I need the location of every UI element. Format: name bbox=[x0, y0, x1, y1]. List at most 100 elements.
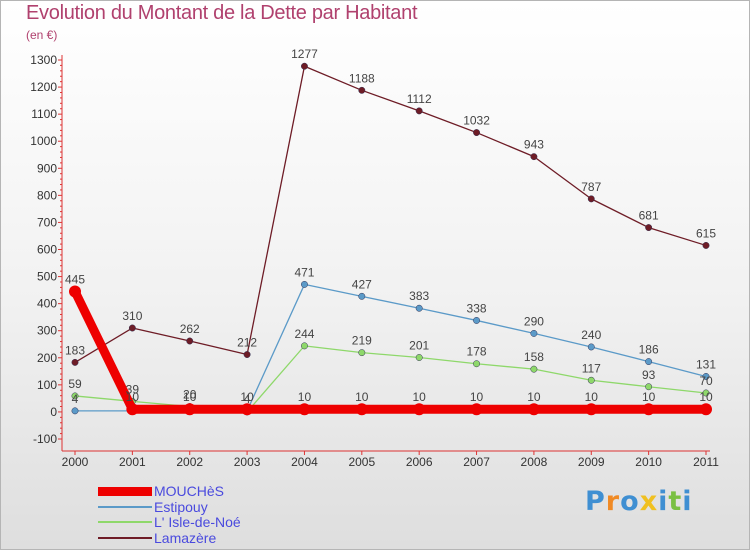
legend-swatch bbox=[98, 536, 152, 539]
logo-letter: t bbox=[668, 486, 683, 517]
data-point-lamaz-re bbox=[243, 351, 251, 358]
y-tick-label: 1200 bbox=[30, 80, 57, 94]
data-label-l-isle-de-no: 20 bbox=[183, 388, 197, 402]
data-point-l-isle-de-no bbox=[530, 365, 538, 373]
data-point-lamaz-re bbox=[128, 324, 136, 332]
x-tick-label: 2006 bbox=[406, 455, 433, 469]
proxiti-logo: Proxiti bbox=[585, 486, 693, 517]
legend-swatch bbox=[98, 486, 152, 496]
data-label-mouch-s: 10 bbox=[585, 390, 599, 404]
series-line-l-isle-de-no bbox=[74, 345, 707, 413]
data-label-mouch-s: 10 bbox=[126, 390, 140, 404]
x-tick-label: 2009 bbox=[578, 455, 605, 469]
data-label-lamaz-re: 310 bbox=[122, 309, 142, 323]
data-label-estipouy: 427 bbox=[352, 277, 372, 291]
data-point-mouch-s bbox=[413, 403, 426, 416]
logo-letter: o bbox=[620, 486, 640, 517]
data-point-estipouy bbox=[71, 407, 79, 415]
x-tick-label: 2004 bbox=[291, 455, 318, 469]
logo-letter: i bbox=[658, 486, 669, 517]
data-label-mouch-s: 10 bbox=[355, 390, 369, 404]
data-label-mouch-s: 10 bbox=[470, 390, 484, 404]
data-point-lamaz-re bbox=[358, 86, 366, 94]
y-tick-label: 100 bbox=[37, 378, 57, 392]
data-label-mouch-s: 10 bbox=[240, 390, 254, 404]
legend-swatch bbox=[98, 521, 152, 523]
data-point-lamaz-re bbox=[473, 129, 480, 137]
legend-label: MOUCHèS bbox=[154, 483, 225, 499]
y-tick-label: 200 bbox=[37, 351, 57, 365]
data-point-mouch-s bbox=[241, 403, 254, 416]
data-point-estipouy bbox=[301, 280, 308, 288]
data-label-lamaz-re: 681 bbox=[639, 209, 659, 223]
data-point-l-isle-de-no bbox=[415, 354, 423, 361]
data-label-lamaz-re: 1032 bbox=[463, 114, 490, 128]
data-point-mouch-s bbox=[183, 403, 196, 416]
y-tick-label: 900 bbox=[37, 161, 57, 175]
data-point-lamaz-re bbox=[645, 224, 653, 232]
legend-swatch bbox=[98, 505, 152, 508]
data-label-mouch-s: 445 bbox=[65, 272, 85, 286]
data-label-lamaz-re: 183 bbox=[65, 343, 85, 357]
x-tick-label: 2000 bbox=[62, 455, 89, 469]
data-point-mouch-s bbox=[527, 403, 540, 416]
data-label-estipouy: 4 bbox=[244, 392, 251, 406]
x-tick-label: 2008 bbox=[521, 455, 548, 469]
data-point-lamaz-re bbox=[415, 107, 423, 115]
data-label-lamaz-re: 212 bbox=[237, 336, 257, 350]
data-point-lamaz-re bbox=[71, 358, 79, 366]
data-point-lamaz-re bbox=[702, 241, 710, 249]
data-point-lamaz-re bbox=[530, 153, 538, 161]
y-tick-label: 1000 bbox=[30, 134, 57, 148]
x-tick-label: 2005 bbox=[348, 455, 375, 469]
series-layer bbox=[69, 62, 712, 416]
data-point-mouch-s bbox=[355, 403, 368, 416]
data-point-mouch-s bbox=[126, 403, 139, 416]
data-label-mouch-s: 10 bbox=[183, 390, 197, 404]
data-label-estipouy: 186 bbox=[639, 343, 659, 357]
logo-letter: P bbox=[585, 486, 606, 517]
data-point-estipouy bbox=[358, 292, 366, 300]
data-point-lamaz-re bbox=[186, 337, 194, 345]
y-tick-label: 800 bbox=[37, 188, 57, 202]
data-label-mouch-s: 10 bbox=[699, 390, 713, 404]
logo-letter: r bbox=[605, 486, 621, 517]
data-point-mouch-s bbox=[470, 403, 483, 416]
data-point-l-isle-de-no bbox=[645, 383, 653, 391]
data-label-mouch-s: 10 bbox=[413, 390, 427, 404]
data-label-l-isle-de-no: 93 bbox=[642, 368, 656, 382]
data-label-estipouy: 290 bbox=[524, 314, 544, 328]
data-label-estipouy: 4 bbox=[72, 392, 79, 406]
data-label-estipouy: 471 bbox=[294, 265, 314, 279]
x-tick-label: 2011 bbox=[693, 455, 719, 469]
data-point-mouch-s bbox=[585, 403, 598, 416]
data-label-l-isle-de-no: 59 bbox=[68, 377, 82, 391]
y-tick-label: 400 bbox=[37, 297, 57, 311]
data-label-estipouy: 383 bbox=[409, 289, 429, 303]
data-label-lamaz-re: 943 bbox=[524, 138, 544, 152]
data-point-l-isle-de-no bbox=[702, 389, 710, 397]
legend-label: Estipouy bbox=[154, 498, 208, 515]
data-label-l-isle-de-no: 178 bbox=[467, 345, 487, 359]
x-tick-label: 2010 bbox=[635, 455, 662, 469]
y-tick-label: 600 bbox=[37, 243, 57, 257]
data-point-estipouy bbox=[587, 343, 595, 351]
y-tick-label: 700 bbox=[37, 215, 57, 229]
chart-title: Evolution du Montant de la Dette par Hab… bbox=[26, 2, 418, 24]
data-point-mouch-s bbox=[700, 403, 712, 416]
chart-unit: (en €) bbox=[26, 28, 58, 42]
y-tick-label: 500 bbox=[37, 270, 57, 284]
logo-letter: x bbox=[639, 486, 659, 517]
data-label-lamaz-re: 787 bbox=[581, 180, 601, 194]
series-line-estipouy bbox=[74, 283, 707, 412]
data-point-lamaz-re bbox=[301, 62, 308, 70]
data-point-l-isle-de-no bbox=[358, 349, 366, 357]
data-label-mouch-s: 10 bbox=[298, 390, 312, 404]
y-tick-label: 1300 bbox=[30, 53, 57, 67]
x-tick-label: 2002 bbox=[176, 455, 203, 469]
data-label-estipouy: 338 bbox=[467, 301, 487, 315]
data-point-l-isle-de-no bbox=[587, 376, 595, 384]
data-label-lamaz-re: 1188 bbox=[349, 71, 375, 85]
data-point-mouch-s bbox=[69, 285, 81, 298]
